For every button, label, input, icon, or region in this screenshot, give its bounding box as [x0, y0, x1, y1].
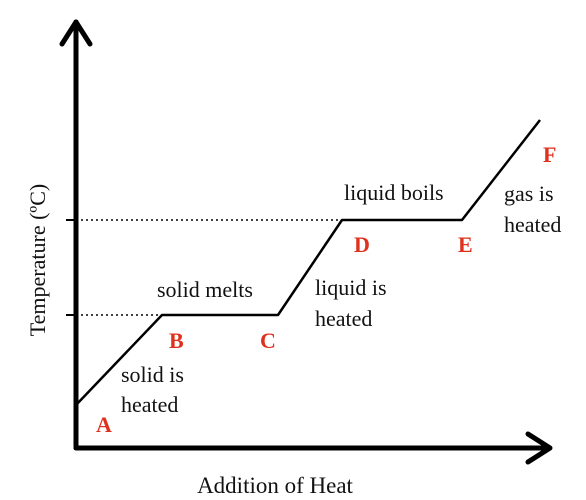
- x-axis-label: Addition of Heat: [197, 473, 353, 498]
- y-axis-label: Temperature (ºC): [25, 184, 50, 337]
- reference-lines: [76, 219, 342, 316]
- point-label-f: F: [543, 142, 556, 167]
- annotation-liquid-heated-line1: liquid is: [315, 275, 387, 300]
- annotation-solid-heated-line2: heated: [121, 392, 178, 417]
- annotation-solid-melts: solid melts: [157, 277, 253, 302]
- x-axis-arrowhead: [525, 431, 553, 465]
- annotation-gas-heated-line2: heated: [504, 212, 561, 237]
- point-label-d: D: [354, 232, 370, 257]
- annotation-liquid-boils: liquid boils: [344, 180, 444, 205]
- point-labels: A B C D E F: [96, 142, 556, 437]
- point-label-a: A: [96, 412, 112, 437]
- annotation-solid-heated-line1: solid is: [121, 362, 184, 387]
- heating-curve: [75, 119, 541, 406]
- point-label-b: B: [169, 328, 184, 353]
- axes: [59, 19, 553, 465]
- point-label-e: E: [458, 232, 473, 257]
- y-axis-arrowhead: [59, 19, 93, 47]
- annotation-liquid-heated-line2: heated: [315, 306, 372, 331]
- y-axis-ticks: [66, 219, 76, 316]
- segment-annotations: solid is heated solid melts liquid is he…: [121, 180, 561, 417]
- annotation-gas-heated-line1: gas is: [504, 181, 554, 206]
- point-label-c: C: [260, 328, 276, 353]
